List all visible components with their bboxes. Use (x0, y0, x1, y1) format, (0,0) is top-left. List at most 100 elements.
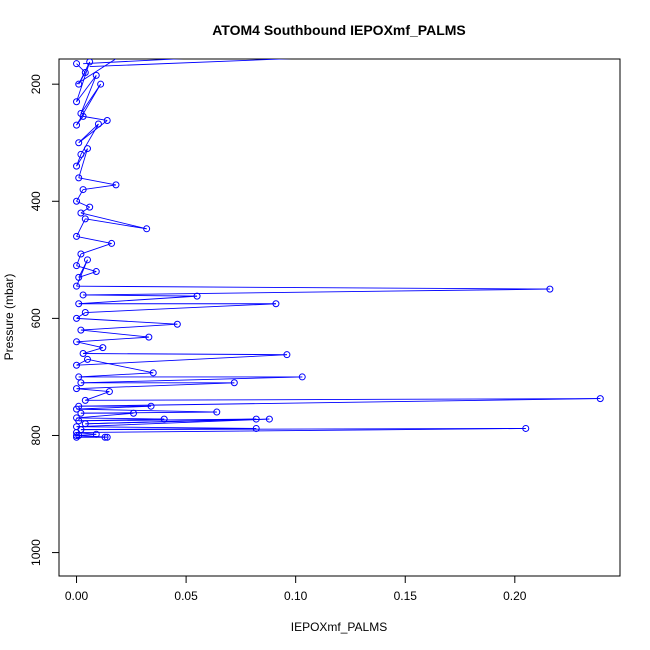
series-segment (76, 59, 117, 85)
data-point (173, 320, 181, 328)
data-point (79, 291, 87, 299)
data-point (81, 420, 89, 428)
x-tick-label: 0.20 (503, 589, 527, 603)
series-segment (76, 408, 217, 413)
series-segment (76, 317, 178, 325)
series-segment (78, 295, 198, 305)
x-tick-label: 0.00 (65, 589, 89, 603)
series-segment (78, 148, 88, 178)
data-point (193, 292, 201, 300)
data-point (94, 120, 102, 128)
data-point (73, 232, 81, 240)
series-segment (76, 417, 165, 420)
data-point (77, 150, 85, 158)
series-segment (78, 398, 601, 407)
data-point (75, 139, 83, 147)
y-tick-label: 800 (29, 425, 43, 445)
data-point (596, 395, 604, 403)
data-point (252, 424, 260, 432)
data-point (92, 71, 100, 79)
series-segment (80, 212, 147, 230)
series-segment (85, 391, 110, 401)
series-segment (80, 243, 112, 255)
data-point (103, 433, 111, 441)
series-segment (78, 372, 154, 378)
data-point (108, 239, 116, 247)
data-point (147, 402, 155, 410)
series-segment (78, 123, 99, 144)
data-point (81, 396, 89, 404)
series-segment (76, 116, 84, 126)
data-point (75, 431, 83, 439)
data-point (73, 60, 81, 68)
data-point (73, 338, 81, 346)
x-axis: 0.00 0.05 0.10 0.15 0.20 (65, 576, 527, 603)
data-point (112, 181, 120, 189)
data-point (75, 273, 83, 281)
x-tick-label: 0.10 (284, 589, 308, 603)
y-axis-label: Pressure (mbar) (2, 274, 16, 361)
data-point (77, 209, 85, 217)
series-segment (76, 259, 88, 287)
x-tick-label: 0.15 (394, 589, 418, 603)
series-segment (85, 303, 276, 313)
series-segment (83, 115, 108, 121)
series-segment (76, 354, 287, 366)
series-segment (80, 428, 526, 431)
data-point (75, 80, 83, 88)
series-segment (76, 200, 90, 208)
series-segment (78, 61, 91, 85)
series-segment (78, 177, 117, 186)
data-point (86, 203, 94, 211)
series-segment (76, 358, 88, 366)
series-segment (83, 288, 550, 296)
series-segment (83, 184, 117, 191)
data-point (101, 433, 109, 441)
y-tick-label: 600 (29, 308, 43, 328)
series-segment (76, 336, 149, 343)
series-segment (80, 206, 90, 214)
series-segment (76, 75, 97, 103)
data-point (230, 379, 238, 387)
series-segment (85, 398, 601, 401)
series-segment (76, 418, 270, 428)
data-point (298, 373, 306, 381)
data-point (73, 385, 81, 393)
data-point (143, 225, 151, 233)
data-point (79, 112, 87, 120)
data-point (73, 282, 81, 290)
data-point (79, 186, 87, 194)
series-segment (76, 63, 86, 73)
series-segment (87, 358, 154, 374)
plot-frame (58, 58, 621, 577)
data-point (73, 121, 81, 129)
series-segment (80, 323, 178, 331)
data-point (265, 415, 273, 423)
data-point (252, 415, 260, 423)
series-segment (76, 382, 235, 390)
series-segment (83, 59, 184, 65)
data-point (149, 369, 157, 377)
data-point (283, 351, 291, 359)
series-group (73, 59, 604, 441)
series-segment (78, 120, 108, 144)
data-point (81, 68, 89, 76)
data-point (79, 350, 87, 358)
data-point (81, 309, 89, 317)
data-point (83, 256, 91, 264)
data-point (77, 326, 85, 334)
series-segment (76, 426, 257, 429)
data-point (92, 268, 100, 276)
x-tick-label: 0.05 (174, 589, 198, 603)
series-segment (76, 189, 84, 202)
data-point (75, 300, 83, 308)
series-segment (80, 75, 97, 114)
data-point (546, 285, 554, 293)
series-segment (76, 253, 82, 266)
data-point (75, 373, 83, 381)
x-axis-label: IEPOXmf_PALMS (291, 620, 387, 634)
y-axis: 200 400 600 800 1000 (29, 74, 59, 566)
data-point (75, 417, 83, 425)
data-point (73, 361, 81, 369)
